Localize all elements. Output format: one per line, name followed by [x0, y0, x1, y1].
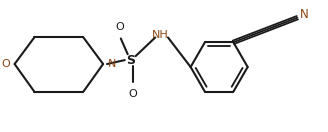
Text: N: N	[300, 8, 309, 21]
Text: N: N	[108, 59, 116, 69]
Text: O: O	[115, 22, 124, 32]
Text: S: S	[126, 54, 135, 67]
Text: O: O	[1, 59, 10, 69]
Text: NH: NH	[152, 30, 169, 39]
Text: O: O	[128, 89, 137, 99]
